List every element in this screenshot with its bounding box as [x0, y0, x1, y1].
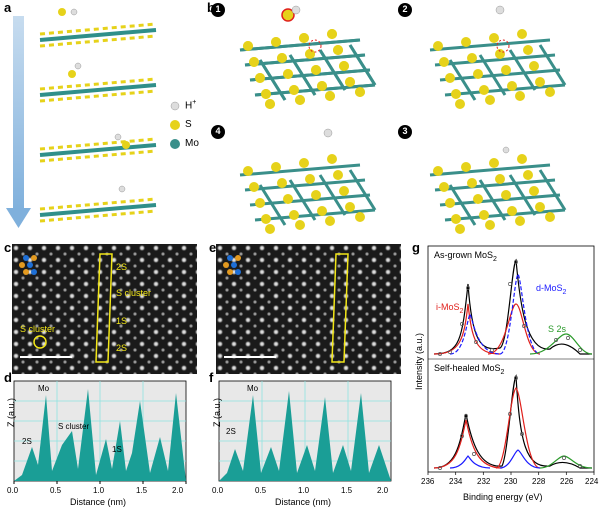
profile-f-xtick-1: 0.5 [255, 486, 267, 495]
profile-d-2s-label: 2S [22, 437, 32, 446]
xps-xtick-3: 230 [504, 477, 518, 486]
profile-d-xtick-4: 2.0 [172, 486, 184, 495]
profile-d [13, 380, 187, 484]
panel-label-g: g [412, 240, 420, 255]
profile-f [218, 380, 392, 482]
profile-f-mo-label: Mo [247, 384, 259, 393]
xps-xtick-4: 228 [532, 477, 546, 486]
panel-label-f: f [209, 370, 214, 385]
xps-xtick-1: 234 [449, 477, 463, 486]
xps-top-title: As-grown MoS2 [434, 250, 497, 263]
profile-d-xtick-0: 0.0 [7, 486, 19, 495]
panel-label-d: d [4, 370, 12, 385]
profile-d-xtick-1: 0.5 [50, 486, 62, 495]
profile-d-xtick-2: 1.0 [93, 486, 105, 495]
mo-legend-icon [170, 139, 180, 149]
step-label-2: 2 [402, 4, 408, 14]
stem-c-annotation-2s-top: 2S [116, 262, 128, 272]
xps-xtick-0: 236 [421, 477, 435, 486]
profile-f-2s-label: 2S [226, 427, 236, 436]
step-label-3: 3 [402, 126, 408, 136]
profile-d-mo-label: Mo [38, 384, 50, 393]
step-3-badge [398, 125, 412, 139]
panel-label-a: a [4, 0, 12, 15]
step-4-badge [211, 125, 225, 139]
profile-f-xtick-2: 1.0 [298, 486, 310, 495]
h-legend-icon [170, 101, 180, 111]
xps-g [427, 245, 595, 475]
stem-c-annotation-1s: 1S [116, 316, 128, 326]
xps-i-mos2-label: i-MoS2 [436, 302, 464, 315]
xps-d-mos2-label: d-MoS2 [536, 283, 567, 296]
stem-c-annotation-s-cluster: S cluster [116, 288, 152, 298]
xps-bottom-title: Self-healed MoS2 [434, 363, 505, 376]
profile-f-xtick-3: 1.5 [341, 486, 353, 495]
stem-c-circle-label: S cluster [20, 324, 56, 334]
xps-xlabel: Binding energy (eV) [463, 492, 543, 502]
xps-xtick-2: 232 [477, 477, 491, 486]
profile-d-ylabel: Z (a.u.) [6, 397, 16, 427]
xps-xtick-5: 226 [560, 477, 574, 486]
panel-label-e: e [209, 240, 217, 255]
profile-f-area [219, 391, 391, 481]
profile-d-1s-label: 1S [112, 445, 122, 454]
stem-image-e [216, 244, 401, 374]
panel-b-steps [211, 3, 567, 235]
profile-f-ylabel: Z (a.u.) [212, 397, 222, 427]
panel-label-c: c [4, 240, 12, 255]
step-label-4: 4 [215, 126, 221, 136]
profile-f-xtick-0: 0.0 [212, 486, 224, 495]
xps-xtick-6: 224 [585, 477, 599, 486]
panel-label-b: b [207, 0, 215, 15]
xps-s2s-label: S 2s [548, 324, 567, 334]
mos2-layer [39, 22, 157, 48]
profile-d-s-cluster-label: S cluster [58, 422, 90, 431]
legend-s-label: S [185, 119, 192, 130]
profile-d-area [14, 389, 186, 481]
panel-a-schematic [6, 8, 180, 228]
xps-ylabel: Intensity (a.u.) [414, 332, 424, 390]
profile-d-xtick-3: 1.5 [136, 486, 148, 495]
step-label-1: 1 [215, 4, 221, 14]
step-1-badge [211, 3, 225, 17]
s-legend-icon [170, 120, 180, 130]
stem-image-c [12, 244, 197, 374]
profile-d-xlabel: Distance (nm) [70, 497, 127, 507]
profile-f-xlabel: Distance (nm) [275, 497, 332, 507]
legend-mo-label: Mo [185, 138, 199, 149]
profile-f-xtick-4: 2.0 [377, 486, 389, 495]
legend-h-label: H+ [185, 99, 197, 112]
step-2-badge [398, 3, 412, 17]
stem-c-annotation-2s-bottom: 2S [116, 343, 128, 353]
